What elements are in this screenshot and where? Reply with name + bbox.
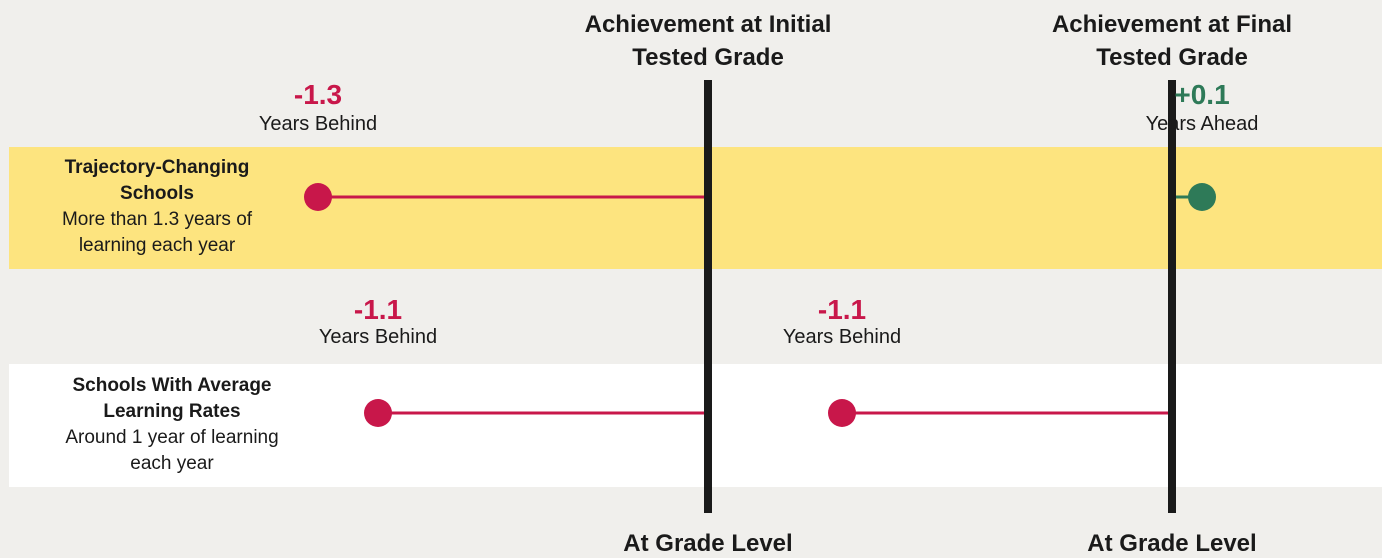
row-note: More than 1.3 years of learning each yea… bbox=[61, 209, 253, 256]
dot bbox=[828, 399, 856, 427]
value-label: +0.1 bbox=[1174, 79, 1230, 110]
row-note: Around 1 year of learning each year bbox=[65, 427, 279, 474]
panel-title: Achievement at Initial Tested Grade bbox=[584, 11, 832, 71]
row-label: Schools With Average Learning Rates bbox=[72, 375, 272, 422]
row-band bbox=[9, 364, 1382, 487]
x-tick-label: At Grade Level bbox=[623, 530, 793, 557]
value-note: Years Behind bbox=[258, 113, 378, 135]
highlight-band bbox=[9, 147, 1382, 269]
x-tick-label: At Grade Level bbox=[1087, 530, 1257, 557]
dot bbox=[304, 183, 332, 211]
row-label: Trajectory-Changing Schools bbox=[64, 157, 250, 204]
value-note: Years Behind bbox=[318, 326, 438, 348]
dot bbox=[1188, 183, 1216, 211]
value-label: -1.1 bbox=[817, 294, 867, 325]
value-note: Years Ahead bbox=[1145, 113, 1259, 135]
dot bbox=[364, 399, 392, 427]
panel-title: Achievement at Final Tested Grade bbox=[1051, 11, 1293, 71]
value-note: Years Behind bbox=[782, 326, 902, 348]
value-label: -1.3 bbox=[293, 79, 343, 110]
value-label: -1.1 bbox=[353, 294, 403, 325]
